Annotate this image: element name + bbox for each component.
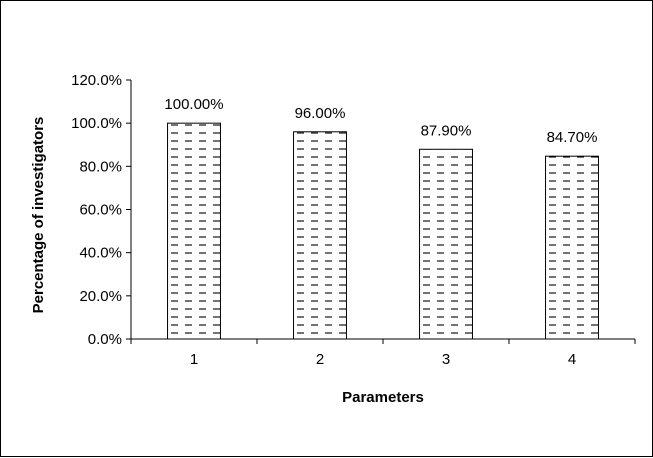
y-tick-label: 20.0% <box>79 288 122 305</box>
x-tick-label: 1 <box>190 351 198 368</box>
bar <box>167 122 221 340</box>
y-tick-label: 80.0% <box>79 158 122 175</box>
y-tick-label: 40.0% <box>79 245 122 262</box>
y-tick-label: 120.0% <box>71 72 122 89</box>
labels: 0.0% 20.0% 40.0% 60.0% 80.0% 100.0% 120.0% 100.… <box>71 72 597 368</box>
bar <box>545 155 599 340</box>
bars <box>167 122 599 340</box>
bar <box>293 131 347 340</box>
y-tick-label: 60.0% <box>79 202 122 219</box>
bar <box>419 148 473 340</box>
data-label: 100.00% <box>164 96 223 113</box>
y-tick-label: 100.0% <box>71 115 122 132</box>
x-tick-label: 4 <box>568 351 576 368</box>
x-axis-title: Parameters <box>342 389 424 406</box>
data-label: 87.90% <box>421 122 472 139</box>
x-tick-label: 3 <box>442 351 450 368</box>
data-label: 96.00% <box>295 105 346 122</box>
data-label: 84.70% <box>547 129 598 146</box>
y-tick-label: 0.0% <box>88 331 122 348</box>
y-axis-title: Percentage of investigators <box>30 117 47 314</box>
x-tick-label: 2 <box>316 351 324 368</box>
